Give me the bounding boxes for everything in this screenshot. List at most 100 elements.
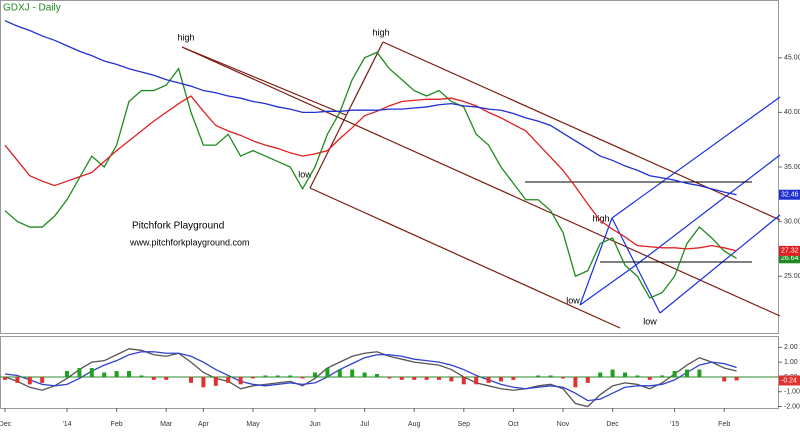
price-tag-bg (779, 245, 800, 256)
histogram-bar (573, 376, 578, 388)
histogram-bar (399, 376, 404, 380)
chart-title: GDXJ - Daily (3, 3, 61, 14)
series-line (4, 351, 737, 402)
x-tick-label: Mar (160, 421, 173, 428)
histogram-bar (263, 375, 268, 377)
histogram-bar (635, 375, 640, 377)
histogram-bar (474, 376, 479, 385)
histogram-bar (685, 369, 689, 377)
annotation: low (566, 295, 580, 305)
histogram-bar (77, 368, 82, 377)
x-tick-label: '14 (62, 421, 71, 428)
histogram-bar (325, 368, 330, 377)
histogram-bar (412, 376, 417, 380)
histogram-bar (722, 376, 727, 382)
histogram-bar (139, 375, 144, 377)
y-tick-label: -1.00 (784, 389, 800, 396)
x-tick-label: Feb (111, 421, 123, 428)
x-tick-label: '15 (670, 421, 679, 428)
histogram-bar (350, 369, 355, 377)
price-tag: 27.32 (781, 248, 799, 255)
y-tick-label: -2.00 (784, 403, 800, 410)
histogram-bar (213, 376, 218, 386)
series-line (4, 51, 737, 299)
histogram-bar (598, 372, 603, 377)
annotation: high (592, 213, 609, 223)
horizontal-levels (525, 181, 752, 263)
series-line (4, 348, 737, 408)
histogram-bar (300, 376, 305, 379)
histogram-bar (437, 376, 441, 380)
histogram-bar (623, 372, 627, 377)
y-tick-label: 40.00 (784, 109, 800, 116)
pitchfork-blue (579, 96, 781, 314)
series-line (4, 95, 737, 252)
y-tick-label: 1.00 (784, 359, 798, 366)
histogram-bar (40, 376, 45, 383)
histogram-bar (238, 376, 243, 385)
x-tick-label: Apr (198, 421, 210, 428)
histogram-bar (387, 376, 392, 379)
histogram-bar (114, 371, 119, 377)
histogram-bar (486, 376, 491, 383)
histogram-bar (226, 376, 231, 383)
histogram-bar (251, 376, 255, 379)
series-line (4, 20, 737, 196)
pitchfork-red (181, 41, 781, 329)
histogram-bar (734, 376, 739, 381)
histogram-bar (610, 369, 615, 377)
x-tick-label: Dec (0, 421, 12, 428)
histogram-bar (151, 376, 156, 380)
x-tick-label: Jun (309, 421, 320, 428)
price-tag-bg (779, 253, 800, 264)
histogram-bar (375, 373, 379, 377)
histogram-bar (647, 376, 652, 380)
price-tag: -0.24 (781, 377, 797, 384)
histogram-bar (201, 376, 206, 388)
y-tick-label: 2.00 (784, 344, 798, 351)
y-tick-label: 25.00 (784, 273, 800, 280)
x-tick-label: Sep (458, 421, 471, 428)
x-tick-label: Jul (360, 421, 369, 428)
price-tag: 26.64 (781, 255, 799, 262)
histogram-bar (164, 376, 169, 380)
histogram-bar (275, 375, 280, 377)
histogram-bar (511, 376, 516, 380)
histogram-bar (27, 376, 32, 385)
histogram-bar (3, 376, 7, 380)
price-tag: 32.46 (781, 192, 799, 199)
histogram-bar (561, 376, 565, 379)
histogram-bar (89, 368, 94, 377)
histogram-bar (288, 375, 293, 377)
histogram-bar (424, 376, 429, 380)
y-tick-label: 45.00 (784, 55, 800, 62)
x-tick-label: Oct (508, 421, 519, 428)
histogram-bar (672, 371, 677, 377)
histogram-bar (585, 376, 590, 383)
histogram-bar (548, 375, 553, 377)
histogram-bar (499, 376, 503, 382)
y-tick-label: 35.00 (784, 164, 800, 171)
histogram-bar (127, 371, 131, 377)
histogram-bar (189, 376, 193, 383)
histogram-bar (65, 371, 69, 377)
histogram-bar (337, 369, 342, 377)
histogram-bar (536, 375, 541, 377)
annotation: www.pitchforkplayground.com (129, 237, 250, 247)
histogram-bar (362, 372, 367, 377)
annotation: low (643, 316, 657, 326)
histogram-bar (449, 376, 454, 382)
histogram-bar (102, 372, 107, 377)
price-tag-bg (779, 375, 800, 386)
annotation: high (372, 27, 389, 37)
histogram-bar (461, 376, 466, 385)
annotation: Pitchfork Playground (132, 221, 224, 232)
histogram-bar (660, 375, 665, 377)
indicator-frame (0, 336, 779, 409)
x-tick-label: Dec (606, 421, 619, 428)
annotation: high (177, 32, 194, 42)
histogram-bar (15, 376, 20, 383)
annotation: low (298, 169, 312, 179)
y-tick-label: 30.00 (784, 218, 800, 225)
